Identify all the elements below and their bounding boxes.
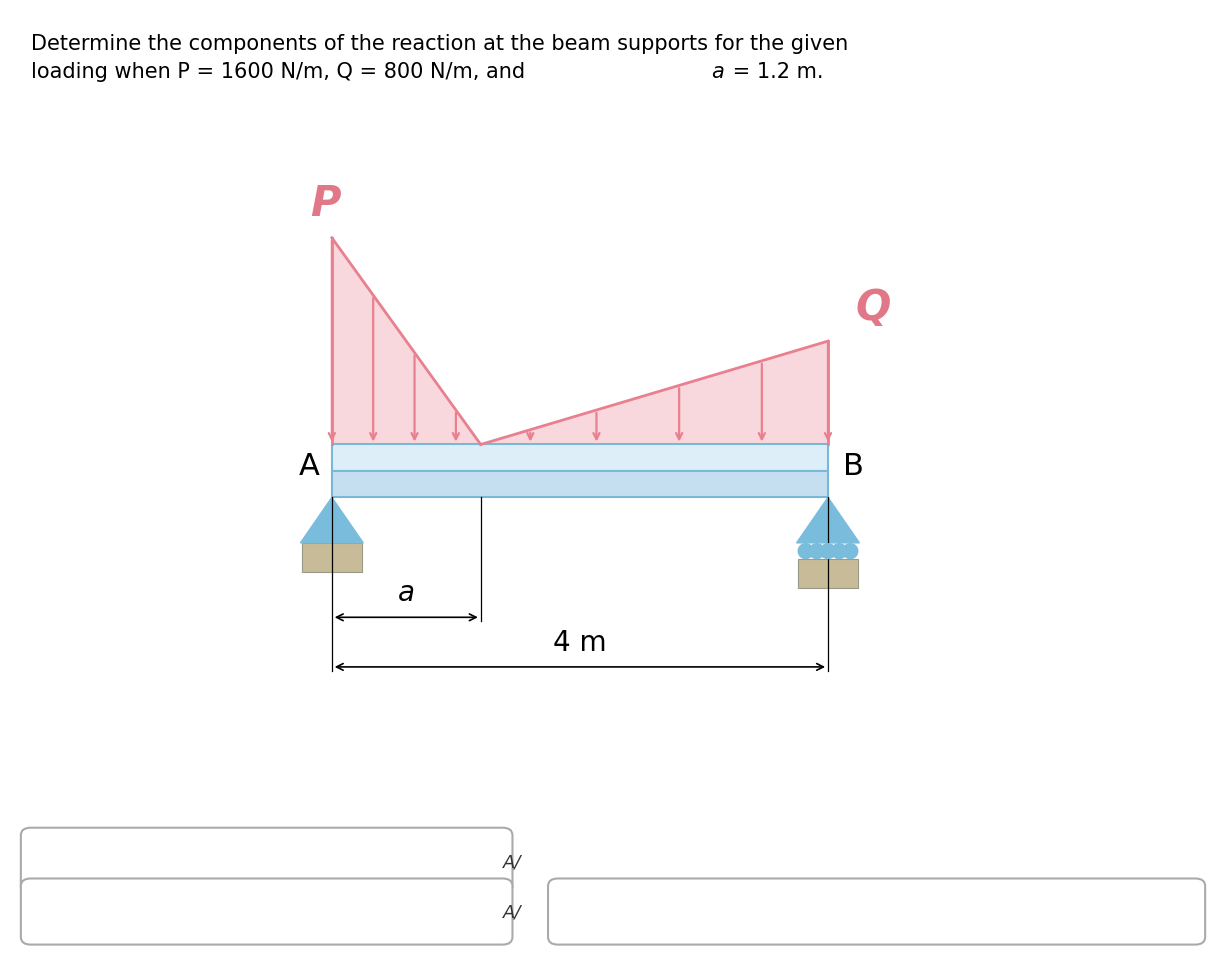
Circle shape: [831, 544, 847, 559]
Bar: [302, 543, 362, 572]
Polygon shape: [797, 497, 859, 543]
Text: A/: A/: [503, 904, 522, 922]
Bar: [332, 445, 828, 471]
Polygon shape: [332, 238, 481, 445]
Circle shape: [843, 544, 858, 559]
Circle shape: [820, 544, 835, 559]
Text: = 1.2 m.: = 1.2 m.: [726, 62, 824, 82]
Polygon shape: [481, 341, 828, 445]
Text: A: A: [299, 452, 320, 481]
Circle shape: [809, 544, 824, 559]
Text: Q: Q: [856, 286, 891, 329]
Bar: [332, 471, 828, 497]
Bar: [798, 559, 858, 587]
Text: loading when P = 1600 N/m, Q = 800 N/m, and: loading when P = 1600 N/m, Q = 800 N/m, …: [31, 62, 531, 82]
Text: 4 m: 4 m: [553, 629, 607, 657]
Text: a: a: [711, 62, 723, 82]
Text: a: a: [397, 580, 414, 607]
Text: Determine the components of the reaction at the beam supports for the given: Determine the components of the reaction…: [31, 34, 848, 54]
Text: A/: A/: [503, 854, 522, 871]
Circle shape: [798, 544, 813, 559]
Polygon shape: [300, 497, 363, 543]
Text: B: B: [843, 452, 864, 481]
Text: P: P: [310, 183, 341, 225]
